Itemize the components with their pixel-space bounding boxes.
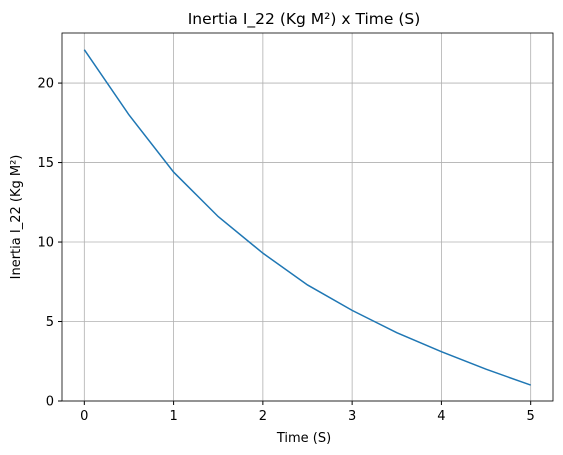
x-tick-label: 1: [169, 409, 177, 424]
y-axis-label: Inertia I_22 (Kg M²): [9, 155, 24, 280]
y-tick-label: 20: [37, 77, 54, 92]
line-series: [83, 49, 531, 386]
x-axis-label: Time (S): [276, 431, 331, 446]
x-tick-label: 2: [259, 409, 267, 424]
plot-frame: [61, 32, 554, 402]
x-tick-label: 3: [348, 409, 356, 424]
y-tick-label: 5: [46, 315, 54, 330]
y-tick-label: 0: [46, 395, 54, 410]
x-tick-label: 0: [80, 409, 88, 424]
y-tick-label: 10: [37, 236, 54, 251]
x-tick-label: 5: [527, 409, 535, 424]
chart-title: Inertia I_22 (Kg M²) x Time (S): [188, 10, 421, 29]
x-tick-label: 4: [437, 409, 445, 424]
y-tick-label: 15: [37, 156, 54, 171]
